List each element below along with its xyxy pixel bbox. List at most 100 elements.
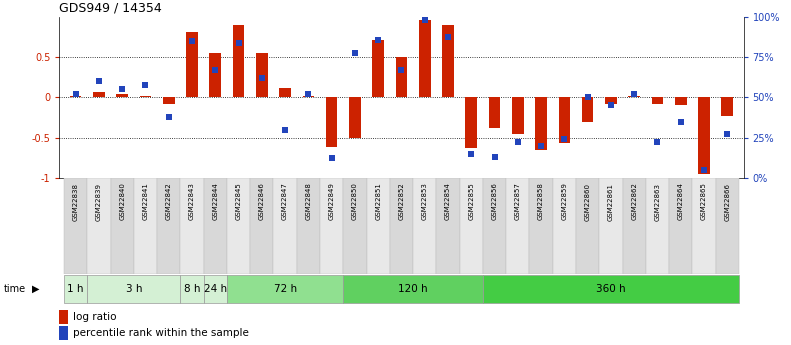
Point <box>93 79 105 84</box>
Bar <box>203 275 227 303</box>
Text: GSM22859: GSM22859 <box>562 183 567 220</box>
Bar <box>279 88 291 97</box>
Bar <box>366 178 390 274</box>
Bar <box>460 178 483 274</box>
Bar <box>483 178 506 274</box>
Bar <box>506 178 529 274</box>
Point <box>628 91 641 97</box>
Bar <box>59 310 68 324</box>
Bar <box>582 97 593 121</box>
Text: GSM22844: GSM22844 <box>212 183 218 220</box>
Bar <box>600 178 623 274</box>
Bar <box>623 178 645 274</box>
Point <box>162 114 175 119</box>
Bar <box>605 97 617 104</box>
Text: GSM22853: GSM22853 <box>422 183 428 220</box>
Bar <box>349 97 361 138</box>
Text: GSM22862: GSM22862 <box>631 183 638 220</box>
Bar <box>134 178 157 274</box>
Bar <box>558 97 570 143</box>
Point <box>278 127 291 132</box>
Point <box>372 37 384 42</box>
Point <box>186 39 199 44</box>
Point <box>581 95 594 100</box>
Point <box>465 151 478 156</box>
Text: log ratio: log ratio <box>73 312 116 322</box>
Bar <box>721 97 733 116</box>
Bar <box>465 97 477 148</box>
Bar <box>489 97 501 128</box>
Bar <box>326 97 338 147</box>
Bar <box>140 96 151 97</box>
Bar <box>320 178 343 274</box>
Text: GSM22842: GSM22842 <box>165 183 172 220</box>
Bar <box>227 275 343 303</box>
Bar <box>111 178 134 274</box>
Text: GSM22854: GSM22854 <box>445 183 451 220</box>
Point <box>512 140 524 145</box>
Point <box>721 131 733 137</box>
Bar <box>87 275 180 303</box>
Bar <box>302 96 314 97</box>
Point <box>115 87 128 92</box>
Bar <box>157 178 180 274</box>
Bar <box>186 32 198 97</box>
Text: GSM22856: GSM22856 <box>491 183 498 220</box>
Bar <box>413 178 437 274</box>
Bar <box>698 97 710 175</box>
Text: GSM22863: GSM22863 <box>654 183 660 220</box>
Point <box>349 50 361 55</box>
Point <box>558 136 570 142</box>
Bar <box>652 97 663 104</box>
Text: GSM22865: GSM22865 <box>701 183 707 220</box>
Bar <box>437 178 460 274</box>
Point <box>535 143 547 148</box>
Point <box>488 154 501 160</box>
Bar <box>87 178 111 274</box>
Bar <box>396 57 407 97</box>
Bar <box>180 178 203 274</box>
Bar <box>180 275 203 303</box>
Bar <box>483 275 739 303</box>
Point <box>675 119 687 124</box>
Text: GSM22840: GSM22840 <box>119 183 125 220</box>
Text: GDS949 / 14354: GDS949 / 14354 <box>59 2 162 15</box>
Text: GSM22839: GSM22839 <box>96 183 102 220</box>
Bar <box>442 25 454 97</box>
Text: GSM22847: GSM22847 <box>282 183 288 220</box>
Text: GSM22858: GSM22858 <box>538 183 544 220</box>
Text: GSM22845: GSM22845 <box>236 183 241 220</box>
Bar <box>628 96 640 97</box>
Point <box>70 91 82 97</box>
Text: ▶: ▶ <box>32 284 39 294</box>
Text: GSM22864: GSM22864 <box>678 183 683 220</box>
Text: 8 h: 8 h <box>184 284 200 294</box>
Point <box>209 67 221 73</box>
Point <box>139 82 152 87</box>
Bar <box>343 178 366 274</box>
Bar <box>59 326 68 340</box>
Point <box>233 40 245 46</box>
Bar <box>645 178 669 274</box>
Text: GSM22857: GSM22857 <box>515 183 520 220</box>
Text: percentile rank within the sample: percentile rank within the sample <box>73 328 248 338</box>
Bar <box>297 178 320 274</box>
Text: 360 h: 360 h <box>596 284 626 294</box>
Point <box>698 167 710 172</box>
Bar <box>675 97 687 106</box>
Text: GSM22851: GSM22851 <box>375 183 381 220</box>
Bar <box>669 178 692 274</box>
Bar <box>250 178 274 274</box>
Bar <box>692 178 716 274</box>
Bar <box>64 178 87 274</box>
Text: GSM22848: GSM22848 <box>305 183 312 220</box>
Point <box>325 156 338 161</box>
Text: GSM22838: GSM22838 <box>73 183 78 220</box>
Point <box>651 140 664 145</box>
Bar <box>64 275 87 303</box>
Text: GSM22846: GSM22846 <box>259 183 265 220</box>
Bar <box>116 94 128 97</box>
Bar <box>256 53 267 97</box>
Bar <box>343 275 483 303</box>
Text: time: time <box>4 284 26 294</box>
